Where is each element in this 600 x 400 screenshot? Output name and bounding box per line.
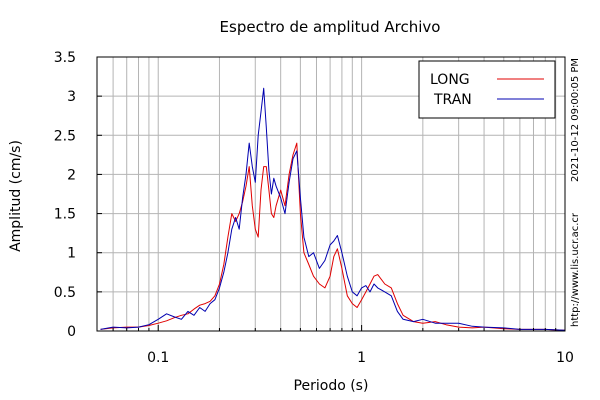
- chart-title: Espectro de amplitud Archivo: [220, 18, 441, 36]
- x-tick-label: 1: [357, 350, 366, 366]
- y-tick-label: 2.5: [54, 128, 76, 144]
- axis-ticks: 0 0.5 1 1.5 2 2.5 3 3.5 0.1 1 10: [54, 50, 574, 366]
- y-tick-label: 1.5: [54, 207, 76, 223]
- series-layer: [100, 87, 566, 331]
- grid-lines: [97, 57, 565, 331]
- y-tick-label: 0: [67, 324, 76, 340]
- y-tick-label: 3.5: [54, 50, 76, 66]
- x-tick-label: 10: [556, 350, 574, 366]
- y-tick-label: 0.5: [54, 285, 76, 301]
- timestamp-label: 2021-10-12 09:00:05 PM: [570, 58, 581, 182]
- x-tick-label: 0.1: [147, 350, 169, 366]
- legend-label-long: LONG: [430, 72, 470, 88]
- y-axis-label: Amplitud (cm/s): [8, 140, 24, 252]
- x-axis-label: Periodo (s): [294, 378, 369, 394]
- y-tick-label: 3: [67, 89, 76, 105]
- series-line-long: [100, 142, 566, 331]
- source-url-label: http://www.lis.ucr.ac.cr: [570, 212, 581, 327]
- legend-box: [418, 60, 556, 119]
- series-line-tran: [100, 87, 566, 331]
- legend: LONG TRAN: [418, 60, 556, 119]
- legend-label-tran: TRAN: [433, 92, 472, 108]
- plot-frame: [96, 56, 566, 332]
- y-tick-label: 1: [67, 246, 76, 262]
- y-tick-label: 2: [67, 167, 76, 183]
